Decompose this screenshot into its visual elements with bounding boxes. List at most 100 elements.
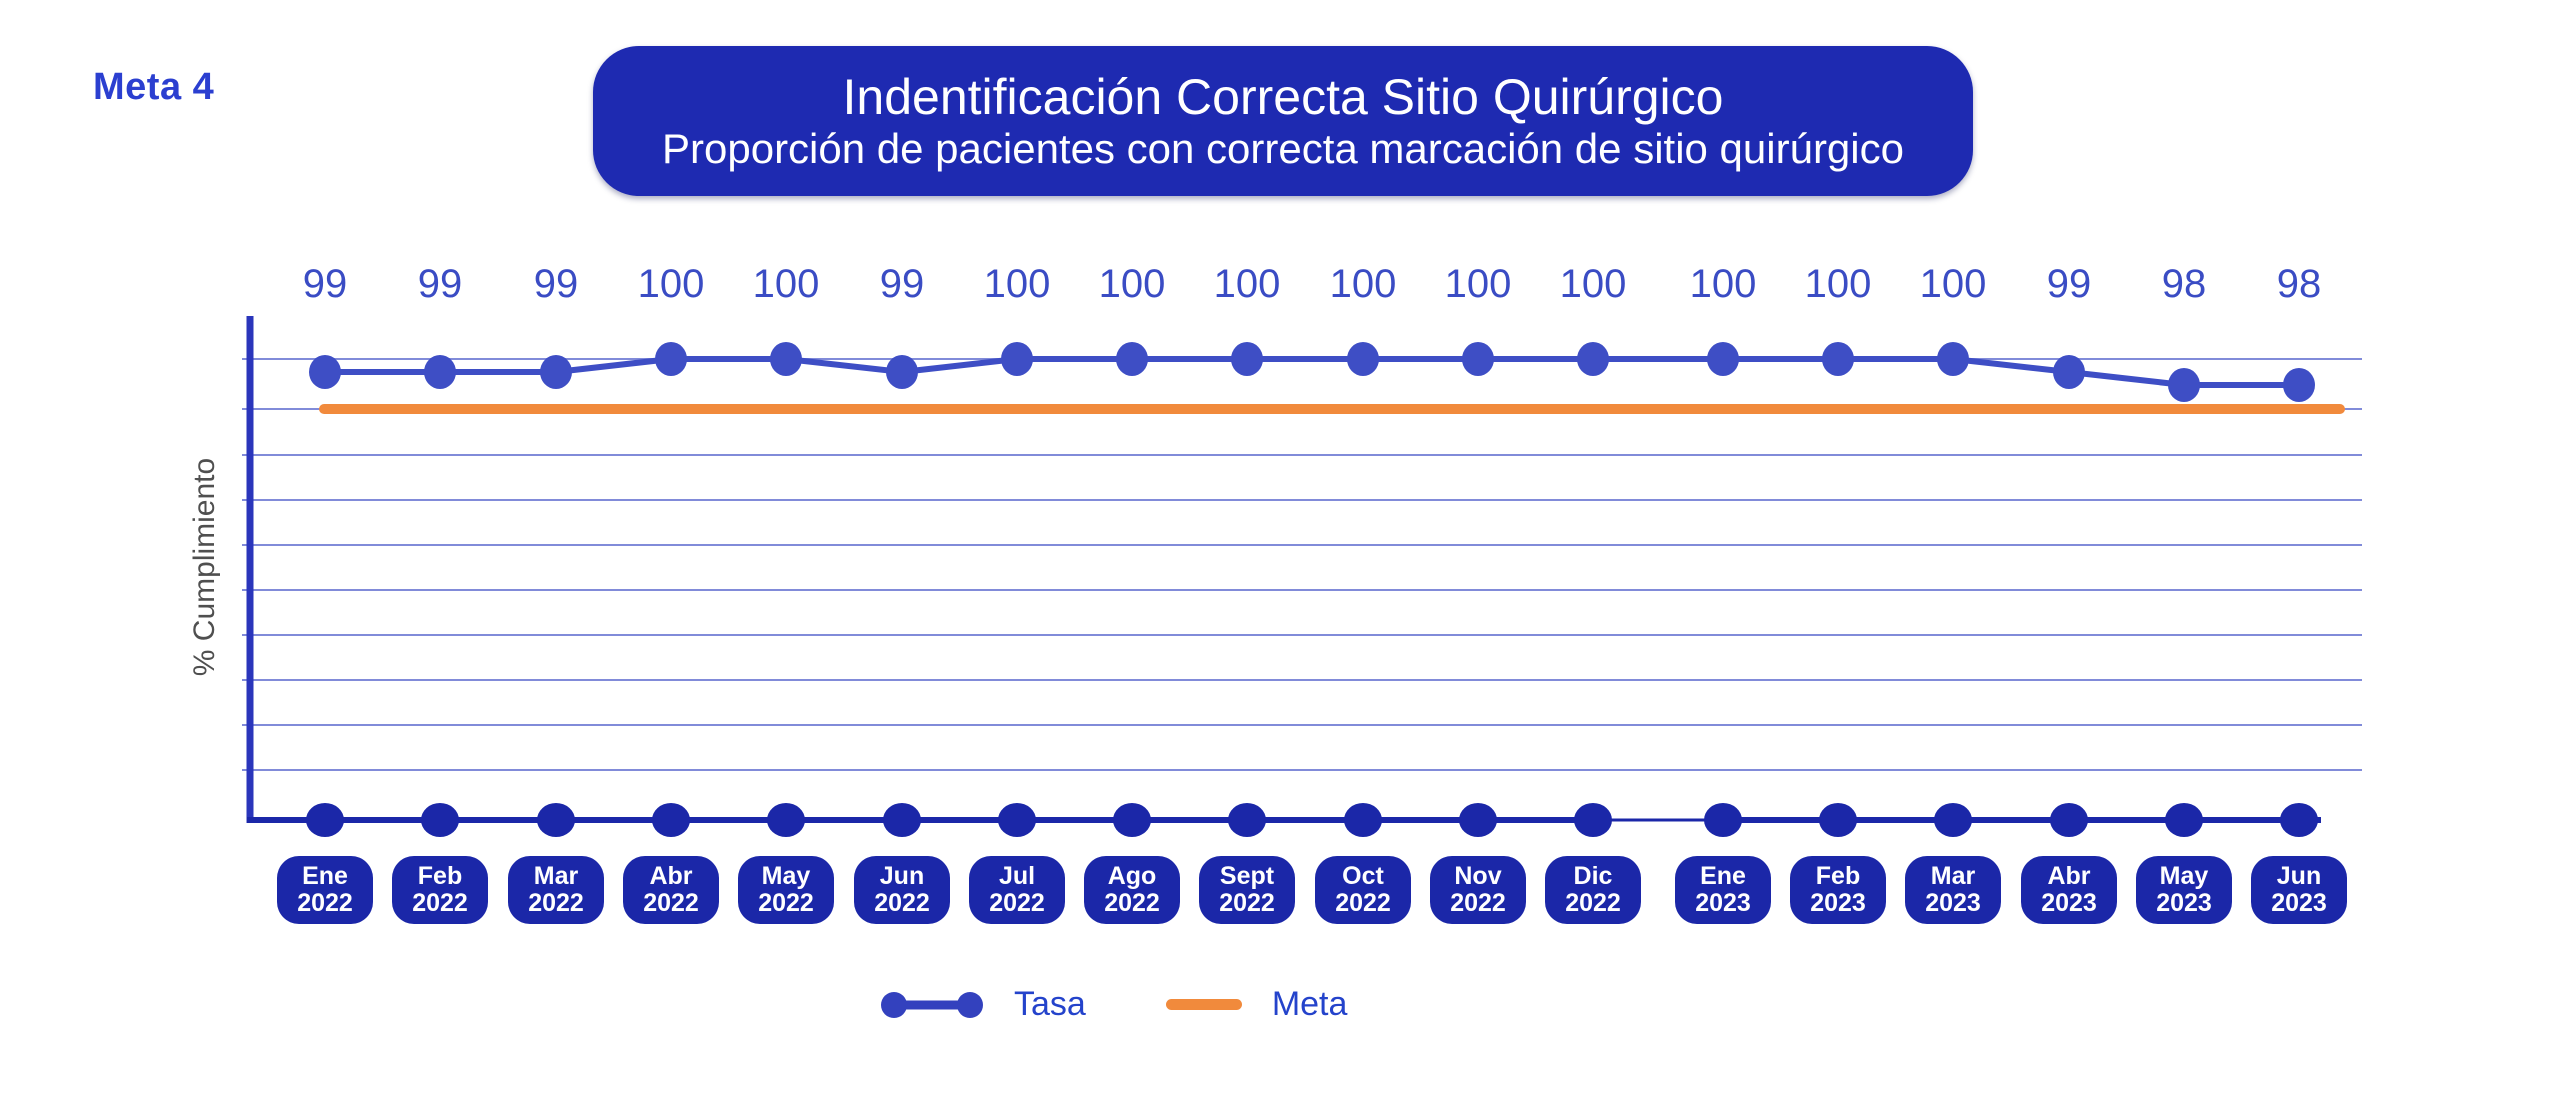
chart-title: Indentificación Correcta Sitio Quirúrgic… (842, 68, 1724, 125)
tasa-point (1001, 342, 1033, 376)
title-banner: Indentificación Correcta Sitio Quirúrgic… (593, 46, 1973, 196)
tasa-point (1231, 342, 1263, 376)
tasa-data-label: 100 (1330, 262, 1397, 306)
month-pill-label: May 2023 (2156, 862, 2212, 917)
legend-label-meta: Meta (1271, 985, 1348, 1023)
month-pill (738, 856, 834, 924)
tasa-data-label: 100 (638, 262, 705, 306)
x-axis-dot (998, 803, 1036, 837)
tasa-point (886, 355, 918, 389)
legend-label-tasa: Tasa (1014, 985, 1086, 1023)
x-axis-dot (767, 803, 805, 837)
month-pill (2136, 856, 2232, 924)
tasa-point (540, 355, 572, 389)
x-axis-dot (1574, 803, 1612, 837)
month-pill (623, 856, 719, 924)
legend-item-meta: Meta (1165, 985, 1348, 1024)
x-axis-dot (1819, 803, 1857, 837)
month-pill-label: Mar 2023 (1925, 862, 1981, 917)
tasa-point (424, 355, 456, 389)
tasa-point (2053, 355, 2085, 389)
meta-number-label: Meta 4 (93, 66, 215, 108)
tasa-data-label: 98 (2277, 262, 2322, 306)
month-pill-label: May 2022 (758, 862, 814, 917)
month-pill (1315, 856, 1411, 924)
month-pill (1430, 856, 1526, 924)
month-pill-label: Ene 2022 (297, 862, 353, 917)
tasa-data-label: 100 (1690, 262, 1757, 306)
tasa-line-marker-icon (881, 991, 983, 1018)
tasa-point (770, 342, 802, 376)
tasa-line (325, 356, 2299, 388)
tasa-data-label: 99 (303, 262, 348, 306)
tasa-point (655, 342, 687, 376)
tasa-point (1116, 342, 1148, 376)
x-axis-dot (306, 803, 344, 837)
tasa-point (1822, 342, 1854, 376)
tasa-data-label: 99 (880, 262, 925, 306)
tasa-data-label: 99 (418, 262, 463, 306)
x-axis-dot (1228, 803, 1266, 837)
month-pill-label: Jun 2023 (2271, 862, 2327, 917)
month-pill (277, 856, 373, 924)
x-axis-dot (421, 803, 459, 837)
month-pill (1790, 856, 1886, 924)
tasa-data-label: 100 (753, 262, 820, 306)
month-pill-label: Sept 2022 (1219, 862, 1275, 917)
tasa-point (1462, 342, 1494, 376)
month-pill (1905, 856, 2001, 924)
month-pill-label: Abr 2022 (643, 862, 699, 917)
tasa-data-label: 99 (534, 262, 579, 306)
tasa-point (1577, 342, 1609, 376)
month-pill (1084, 856, 1180, 924)
month-pill (1199, 856, 1295, 924)
tasa-data-label: 100 (1805, 262, 1872, 306)
tasa-point (1707, 342, 1739, 376)
tasa-data-label: 98 (2162, 262, 2207, 306)
tasa-point (309, 355, 341, 389)
month-pill-label: Nov 2022 (1450, 862, 1506, 917)
x-axis-dot (1459, 803, 1497, 837)
month-pill (392, 856, 488, 924)
month-pill-label: Abr 2023 (2041, 862, 2097, 917)
month-pill (854, 856, 950, 924)
month-pill-label: Ago 2022 (1104, 862, 1160, 917)
month-pill (1675, 856, 1771, 924)
tasa-data-label: 100 (1445, 262, 1512, 306)
month-pill (2251, 856, 2347, 924)
month-pill (1545, 856, 1641, 924)
month-pill-label: Oct 2022 (1335, 862, 1391, 917)
x-axis-dot (883, 803, 921, 837)
month-pill-label: Jul 2022 (989, 862, 1045, 917)
tasa-data-label: 100 (1214, 262, 1281, 306)
month-pill (508, 856, 604, 924)
month-pill (2021, 856, 2117, 924)
x-axis-dot (2280, 803, 2318, 837)
x-axis-dot (652, 803, 690, 837)
x-axis-dot (1344, 803, 1382, 837)
chart-subtitle: Proporción de pacientes con correcta mar… (662, 125, 1904, 173)
tasa-point (1347, 342, 1379, 376)
chart-legend: Tasa Meta (880, 985, 1347, 1024)
tasa-point (1937, 342, 1969, 376)
month-pill-label: Dic 2022 (1565, 862, 1621, 917)
x-axis-dot (2050, 803, 2088, 837)
x-axis-dot (2165, 803, 2203, 837)
tasa-point (2283, 368, 2315, 402)
tasa-data-label: 99 (2047, 262, 2092, 306)
meta-line-marker-icon (1165, 999, 1242, 1010)
x-axis-dot (1934, 803, 1972, 837)
month-pill-label: Feb 2023 (1810, 862, 1866, 917)
tasa-data-label: 100 (1920, 262, 1987, 306)
month-pill-label: Feb 2022 (412, 862, 468, 917)
month-pill-label: Mar 2022 (528, 862, 584, 917)
month-pill-label: Jun 2022 (874, 862, 930, 917)
month-pill (969, 856, 1065, 924)
legend-item-tasa: Tasa (880, 985, 1086, 1024)
x-axis-dot (1704, 803, 1742, 837)
x-axis-dot (537, 803, 575, 837)
x-axis-dot (1113, 803, 1151, 837)
tasa-data-label: 100 (1560, 262, 1627, 306)
